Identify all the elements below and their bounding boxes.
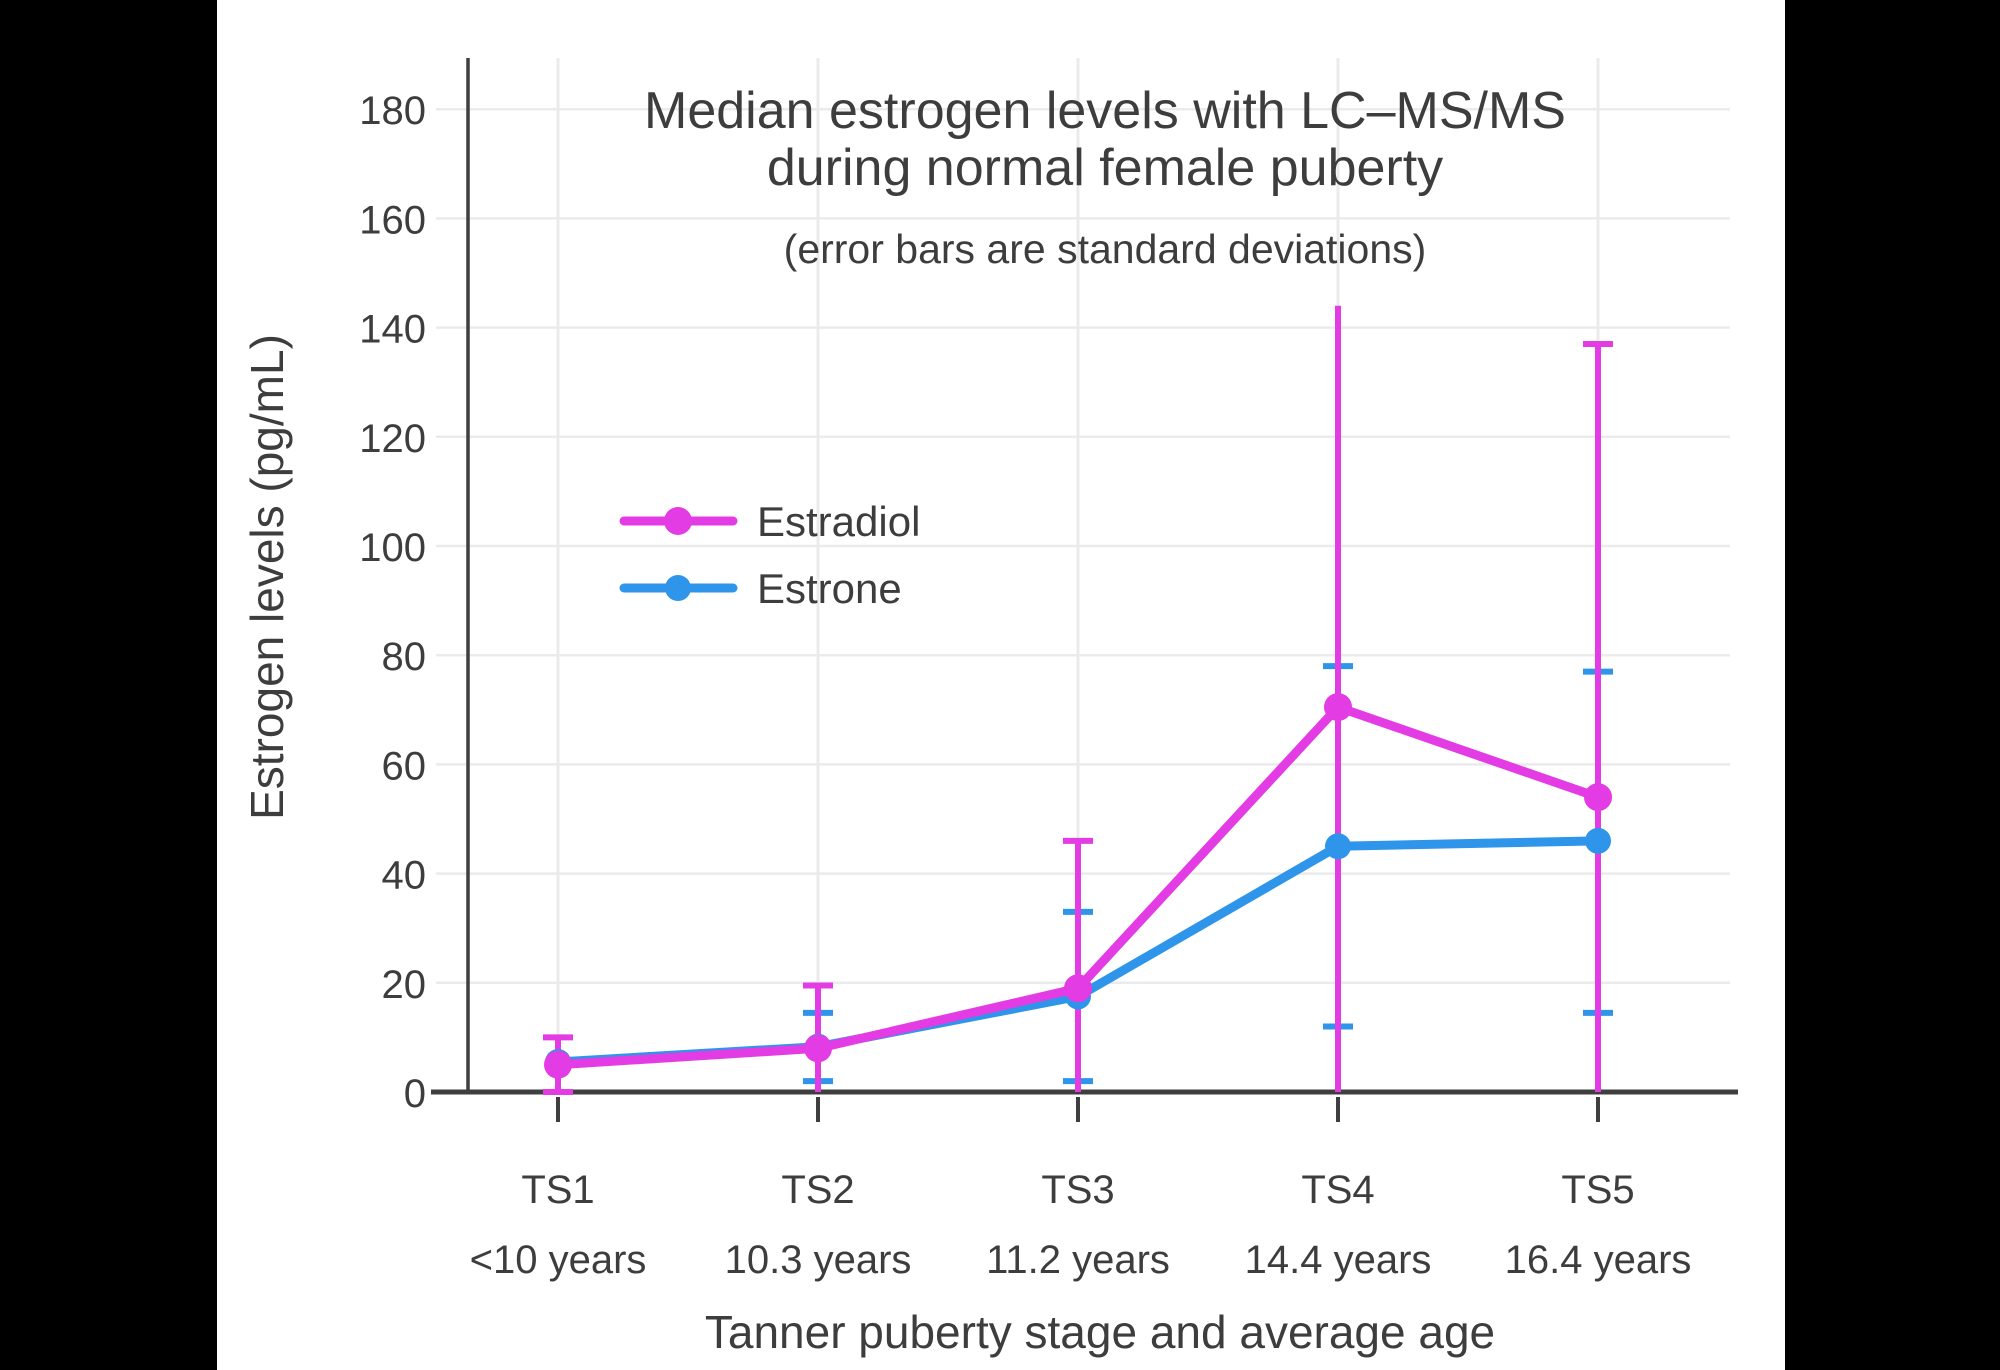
marker-estradiol	[1324, 693, 1352, 722]
y-tick-label: 100	[359, 526, 426, 570]
chart-canvas	[217, 0, 1785, 1370]
x-category-label: TS4	[1301, 1168, 1374, 1212]
x-category-label: TS1	[521, 1168, 594, 1212]
y-tick-label: 0	[404, 1072, 426, 1116]
marker-estrone	[1325, 833, 1351, 860]
x-category-label: TS2	[781, 1168, 854, 1212]
x-category-label: TS5	[1561, 1168, 1634, 1212]
x-axis-title: Tanner puberty stage and average age	[705, 1306, 1495, 1358]
chart-title-line1: Median estrogen levels with LC–MS/MS	[644, 82, 1566, 140]
x-category-label: TS3	[1041, 1168, 1114, 1212]
y-tick-label: 80	[382, 635, 427, 679]
chart-subtitle: (error bars are standard deviations)	[784, 226, 1427, 272]
y-axis-title: Estrogen levels (pg/mL)	[241, 334, 293, 820]
x-age-label: 16.4 years	[1505, 1238, 1692, 1282]
marker-estrone	[1585, 827, 1611, 854]
y-tick-label: 140	[359, 308, 426, 352]
x-age-label: 14.4 years	[1245, 1238, 1432, 1282]
marker-estradiol	[1064, 974, 1092, 1003]
legend-estrone-marker-swatch	[665, 575, 691, 601]
legend-estradiol-label: Estradiol	[757, 498, 920, 545]
chart-title-line2: during normal female puberty	[767, 139, 1443, 197]
marker-estradiol	[544, 1050, 572, 1079]
x-age-label: 11.2 years	[986, 1238, 1170, 1282]
y-tick-label: 120	[359, 417, 426, 461]
y-tick-label: 180	[359, 89, 426, 133]
y-tick-label: 60	[382, 744, 427, 788]
y-tick-label: 160	[359, 198, 426, 242]
y-tick-label: 40	[382, 854, 427, 898]
plot-area: 0 20 40 60 80 100 120 140 160 180 TS1 TS2 TS3 TS4 TS5 <…	[359, 58, 1738, 1282]
marker-estradiol	[804, 1034, 832, 1063]
y-tick-label: 20	[382, 963, 427, 1007]
marker-estradiol	[1584, 783, 1612, 812]
legend-item-estrone: Estrone	[619, 565, 902, 612]
legend-estradiol-marker-swatch	[664, 507, 692, 535]
legend-item-estradiol: Estradiol	[619, 498, 920, 545]
x-age-label: 10.3 years	[725, 1238, 912, 1282]
legend-estrone-label: Estrone	[757, 565, 902, 612]
x-age-label: <10 years	[470, 1238, 647, 1282]
legend: Estradiol Estrone	[619, 498, 920, 612]
